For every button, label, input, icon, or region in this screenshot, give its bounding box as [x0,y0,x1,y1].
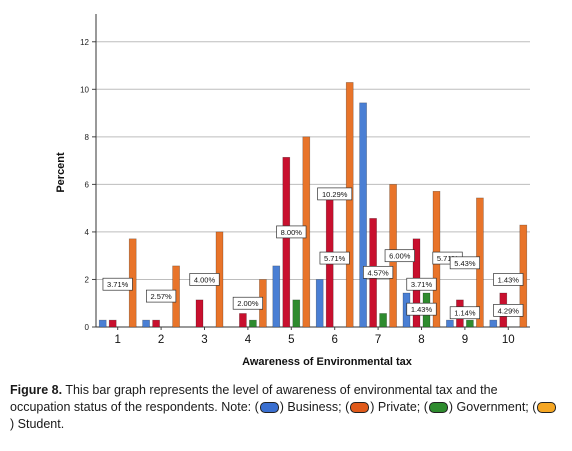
y-tick-label: 4 [85,228,90,237]
data-label: 10.29% [322,190,348,199]
data-label-box [189,273,220,286]
bar-government [282,156,291,328]
x-tick-label: 1 [114,334,120,346]
private-swatch [350,402,370,414]
bar-government [108,319,117,328]
data-label: 1.14% [454,309,476,318]
y-tick-label: 6 [85,180,90,189]
bar-government [195,299,204,328]
bar-business [359,102,367,328]
y-tick-label: 2 [85,275,90,284]
data-label-box [363,265,394,279]
bar-business [142,319,150,328]
x-axis-title: Awareness of Environmental tax [242,356,413,368]
data-label: 4.57% [367,268,389,277]
figure-caption: Figure 8. This bar graph represents the … [10,382,560,433]
x-tick-label: 2 [158,334,164,346]
data-label: 1.43% [498,275,520,284]
x-tick-label: 9 [462,334,468,346]
x-tick-label: 7 [375,334,381,346]
data-label-box [319,251,350,265]
x-tick-label: 10 [502,334,515,346]
caption-text: This bar graph represents the level of a… [10,383,498,414]
bar-business [446,319,454,328]
bar-student [466,319,474,328]
y-axis-title: Percent [55,152,67,193]
data-label: 5.43% [454,259,476,268]
student-swatch [537,402,557,414]
y-tick-label: 8 [85,133,90,142]
data-label: 6.00% [389,252,411,261]
data-label-box [406,302,437,316]
x-tick-label: 8 [418,334,424,346]
business-swatch [259,402,279,414]
bar-student [249,319,257,328]
data-label-box [317,187,353,201]
y-tick-label: 10 [80,85,89,94]
data-label-box [493,304,524,317]
x-tick-label: 6 [331,334,337,346]
data-label-box [493,273,524,286]
government-swatch [428,402,448,414]
caption-label: Figure 8. [10,383,63,397]
x-tick-label: 5 [288,334,294,346]
data-label: 1.43% [411,305,433,314]
caption-government: ) Government; ( [448,400,537,414]
data-label-box [449,306,480,320]
y-tick-label: 0 [85,323,90,332]
bar-student [379,313,387,328]
data-label-box [449,256,480,270]
data-label-box [276,225,307,239]
data-label-box [232,296,263,310]
data-label-box [406,277,437,291]
data-label: 3.71% [107,280,129,289]
data-label-box [146,289,177,303]
x-tick-label: 3 [201,334,207,346]
data-label: 3.71% [411,280,433,289]
data-label: 8.00% [281,228,303,237]
bar-business [272,265,281,328]
x-tick-label: 4 [245,334,252,346]
bar-government [239,313,247,328]
bar-private [345,82,354,328]
data-label: 5.71% [324,254,346,263]
y-tick-label: 12 [80,38,89,47]
bar-government [152,319,160,328]
bar-student [292,299,301,328]
data-label: 2.57% [150,292,172,301]
caption-business: ) Business; ( [279,400,350,414]
bar-business [315,279,324,328]
data-label-box [102,277,133,291]
data-label: 5.71% [437,254,459,263]
data-label: 4.00% [194,275,216,284]
caption-private: ) Private; ( [370,400,428,414]
bar-business [98,319,107,328]
data-label: 2.00% [237,299,259,308]
data-label: 4.29% [498,306,520,315]
data-label-box [384,249,415,263]
bar-business [489,319,498,328]
caption-student: ) Student. [10,417,65,431]
